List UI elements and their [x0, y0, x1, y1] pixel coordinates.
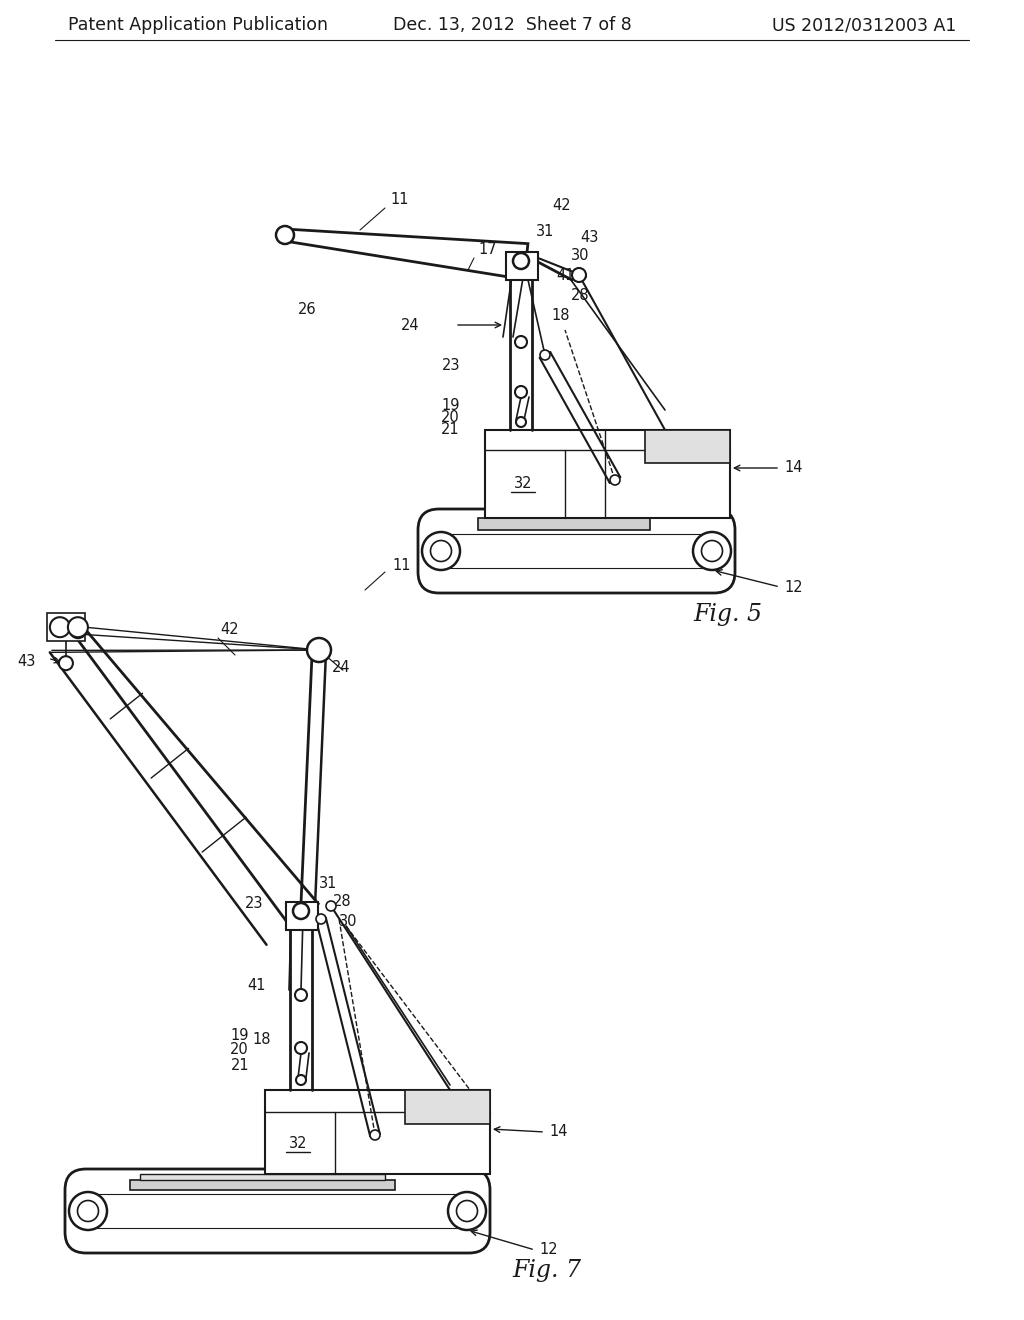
Circle shape — [430, 540, 452, 561]
Text: 31: 31 — [536, 223, 554, 239]
Text: Patent Application Publication: Patent Application Publication — [68, 16, 328, 34]
Circle shape — [69, 1192, 106, 1230]
Text: 12: 12 — [784, 579, 803, 594]
Circle shape — [516, 417, 526, 426]
FancyBboxPatch shape — [65, 1170, 490, 1253]
Circle shape — [307, 638, 331, 663]
Text: 30: 30 — [339, 913, 357, 928]
Text: 28: 28 — [333, 894, 351, 908]
Text: Fig. 7: Fig. 7 — [512, 1258, 581, 1282]
Bar — [645, 430, 730, 463]
Text: 26: 26 — [298, 302, 316, 318]
Text: 23: 23 — [441, 358, 460, 372]
Circle shape — [610, 475, 620, 484]
Circle shape — [515, 385, 527, 399]
Circle shape — [515, 337, 527, 348]
Bar — [130, 1180, 395, 1191]
Circle shape — [326, 902, 336, 911]
Circle shape — [316, 913, 326, 924]
Circle shape — [572, 268, 586, 282]
Text: 24: 24 — [401, 318, 420, 333]
Text: 42: 42 — [552, 198, 570, 213]
Polygon shape — [74, 626, 318, 927]
Text: 18: 18 — [551, 309, 569, 323]
Bar — [506, 252, 538, 280]
Bar — [286, 902, 318, 931]
Circle shape — [513, 253, 529, 269]
Text: 21: 21 — [441, 422, 460, 437]
FancyBboxPatch shape — [418, 510, 735, 593]
Circle shape — [295, 989, 307, 1001]
Text: 31: 31 — [319, 875, 337, 891]
Text: 42: 42 — [220, 623, 239, 638]
Circle shape — [296, 1074, 306, 1085]
Circle shape — [457, 1200, 477, 1221]
Text: US 2012/0312003 A1: US 2012/0312003 A1 — [772, 16, 956, 34]
Text: 43: 43 — [17, 653, 36, 669]
Polygon shape — [285, 230, 528, 280]
Text: 43: 43 — [580, 231, 598, 246]
Bar — [265, 1090, 490, 1173]
Text: 14: 14 — [549, 1125, 567, 1139]
Circle shape — [449, 1192, 486, 1230]
Text: Fig. 5: Fig. 5 — [693, 602, 762, 626]
Bar — [47, 614, 85, 642]
Text: 19: 19 — [230, 1027, 249, 1043]
Text: 32: 32 — [514, 477, 532, 491]
Circle shape — [370, 1130, 380, 1140]
Text: 23: 23 — [245, 895, 263, 911]
Circle shape — [276, 226, 294, 244]
Circle shape — [701, 540, 723, 561]
Circle shape — [693, 532, 731, 570]
Circle shape — [422, 532, 460, 570]
Text: 41: 41 — [556, 268, 574, 284]
Text: 41: 41 — [248, 978, 266, 993]
Text: 30: 30 — [571, 248, 590, 264]
Bar — [406, 1090, 490, 1125]
Text: 20: 20 — [230, 1043, 249, 1057]
Bar — [485, 430, 730, 517]
Circle shape — [540, 350, 550, 360]
Text: 21: 21 — [230, 1057, 249, 1072]
Bar — [478, 517, 650, 531]
Circle shape — [295, 1041, 307, 1053]
Text: 11: 11 — [392, 557, 411, 573]
Circle shape — [293, 903, 309, 919]
Text: 24: 24 — [332, 660, 350, 676]
Text: 14: 14 — [784, 461, 803, 475]
Text: 18: 18 — [253, 1032, 271, 1048]
Circle shape — [59, 656, 73, 671]
Circle shape — [50, 618, 70, 638]
Circle shape — [68, 618, 88, 638]
Text: 17: 17 — [478, 243, 497, 257]
Text: 11: 11 — [390, 193, 409, 207]
Text: Dec. 13, 2012  Sheet 7 of 8: Dec. 13, 2012 Sheet 7 of 8 — [392, 16, 632, 34]
Text: 19: 19 — [441, 397, 460, 412]
Text: 12: 12 — [539, 1242, 558, 1258]
Bar — [140, 1173, 385, 1180]
Circle shape — [70, 622, 86, 638]
Circle shape — [78, 1200, 98, 1221]
Text: 20: 20 — [441, 409, 460, 425]
Text: 32: 32 — [289, 1137, 307, 1151]
Text: 28: 28 — [571, 289, 590, 304]
